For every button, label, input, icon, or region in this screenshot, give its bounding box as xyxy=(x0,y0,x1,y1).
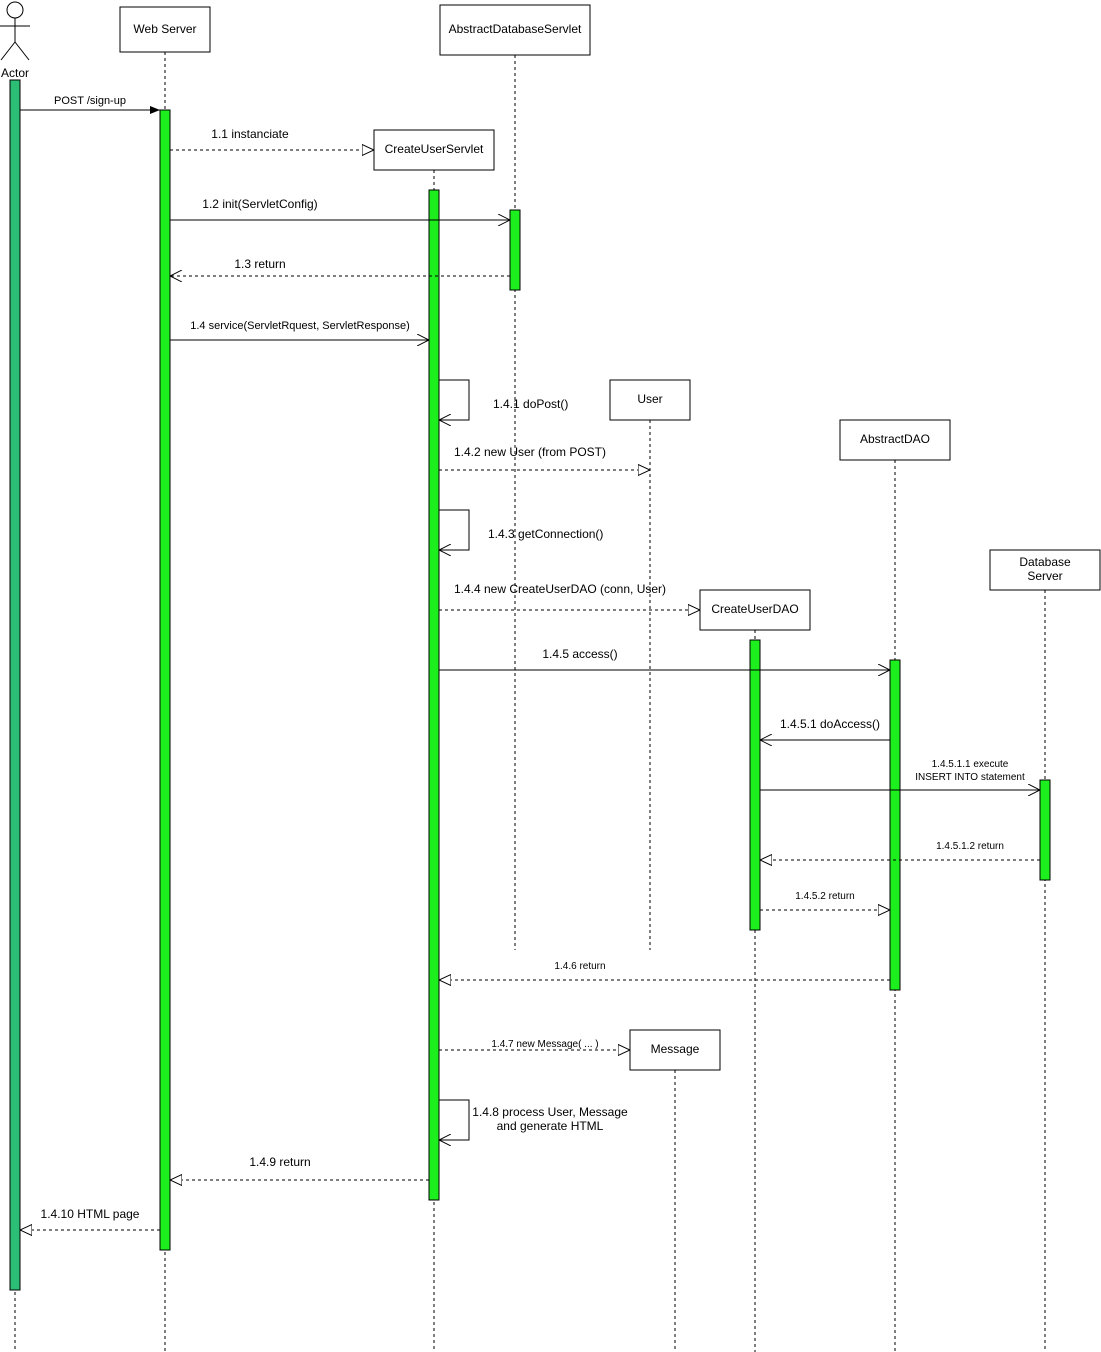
message-label: 1.2 init(ServletConfig) xyxy=(202,197,317,211)
message-label-line1: 1.4.5.1.1 execute xyxy=(932,759,1009,770)
participant-label-database-server-line2: Server xyxy=(1027,569,1062,583)
participant-label-user: User xyxy=(637,392,662,406)
activation-web-server xyxy=(159,109,171,1251)
activation-abstract-dao xyxy=(889,659,901,991)
activation-create-user-servlet xyxy=(428,189,440,1201)
message-label: 1.4.10 HTML page xyxy=(41,1207,140,1221)
message-label: 1.4.5 access() xyxy=(542,647,617,661)
message-1-2-init: 1.2 init(ServletConfig) xyxy=(170,197,510,220)
activation-abstract-database-servlet xyxy=(509,209,521,291)
participant-label-web-server: Web Server xyxy=(133,22,196,36)
participant-user: User xyxy=(609,379,691,421)
participant-label-create-user-dao: CreateUserDAO xyxy=(711,602,798,616)
message-1-4-5-access: 1.4.5 access() xyxy=(439,647,890,670)
message-1-4-5-1-2-return: 1.4.5.1.2 return xyxy=(760,841,1040,860)
message-1-4-5-1-1-execute: 1.4.5.1.1 execute INSERT INTO statement xyxy=(760,759,1040,790)
message-1-1-instanciate: 1.1 instanciate xyxy=(170,127,374,150)
message-label: 1.3 return xyxy=(234,257,285,271)
actor-figure-icon xyxy=(0,1,30,61)
message-label: 1.4.5.1.2 return xyxy=(936,841,1004,852)
message-1-4-2-new-user: 1.4.2 new User (from POST) xyxy=(439,445,650,470)
participant-database-server: Database Server xyxy=(989,549,1101,591)
message-1-4-10-html-page: 1.4.10 HTML page xyxy=(20,1207,160,1230)
message-label: 1.4.2 new User (from POST) xyxy=(454,445,606,459)
activation-database-server xyxy=(1039,779,1051,881)
message-label: 1.4 service(ServletRquest, ServletRespon… xyxy=(190,320,409,332)
message-label: 1.4.3 getConnection() xyxy=(488,527,603,541)
message-label: 1.4.4 new CreateUserDAO (conn, User) xyxy=(454,582,666,596)
message-1-4-4-new-create-user-dao: 1.4.4 new CreateUserDAO (conn, User) xyxy=(439,582,700,610)
participant-abstract-database-servlet: AbstractDatabaseServlet xyxy=(439,4,591,56)
message-label: 1.4.1 doPost() xyxy=(493,397,568,411)
message-1-4-9-return: 1.4.9 return xyxy=(170,1155,429,1180)
participant-label-message: Message xyxy=(651,1042,700,1056)
message-label: POST /sign-up xyxy=(54,95,126,107)
message-1-4-7-new-message: 1.4.7 new Message( ... ) xyxy=(439,1039,630,1050)
message-post-sign-up: POST /sign-up xyxy=(20,95,160,114)
message-label-line1: 1.4.8 process User, Message xyxy=(472,1105,628,1119)
message-label-line2: INSERT INTO statement xyxy=(915,772,1025,783)
message-label: 1.4.7 new Message( ... ) xyxy=(491,1039,598,1050)
message-1-4-5-2-return: 1.4.5.2 return xyxy=(760,891,890,910)
message-1-4-6-return: 1.4.6 return xyxy=(439,961,890,980)
activation-create-user-dao xyxy=(749,639,761,931)
message-1-4-service: 1.4 service(ServletRquest, ServletRespon… xyxy=(170,320,429,340)
participant-label-database-server-line1: Database xyxy=(1019,555,1071,569)
participant-create-user-dao: CreateUserDAO xyxy=(699,589,811,631)
activation-actor xyxy=(9,79,21,1291)
message-label: 1.4.6 return xyxy=(554,961,605,972)
message-1-4-8-process: 1.4.8 process User, Message and generate… xyxy=(439,1099,628,1140)
participant-label-abstract-database-servlet: AbstractDatabaseServlet xyxy=(449,22,582,36)
participant-create-user-servlet: CreateUserServlet xyxy=(373,129,495,171)
participant-abstract-dao: AbstractDAO xyxy=(839,419,951,461)
message-label: 1.1 instanciate xyxy=(211,127,289,141)
message-label: 1.4.5.1 doAccess() xyxy=(780,717,880,731)
message-label: 1.4.5.2 return xyxy=(795,891,854,902)
participant-label-abstract-dao: AbstractDAO xyxy=(860,432,930,446)
participant-message: Message xyxy=(629,1029,721,1071)
message-label: 1.4.9 return xyxy=(249,1155,310,1169)
message-label-line2: and generate HTML xyxy=(497,1119,604,1133)
participant-web-server: Web Server xyxy=(119,6,211,53)
message-1-4-1-do-post: 1.4.1 doPost() xyxy=(439,379,568,420)
participant-label-actor: Actor xyxy=(1,66,29,80)
participant-label-create-user-servlet: CreateUserServlet xyxy=(385,142,484,156)
message-1-4-3-get-connection: 1.4.3 getConnection() xyxy=(439,509,603,550)
message-1-3-return: 1.3 return xyxy=(170,257,510,276)
message-1-4-5-1-do-access: 1.4.5.1 doAccess() xyxy=(760,717,890,740)
